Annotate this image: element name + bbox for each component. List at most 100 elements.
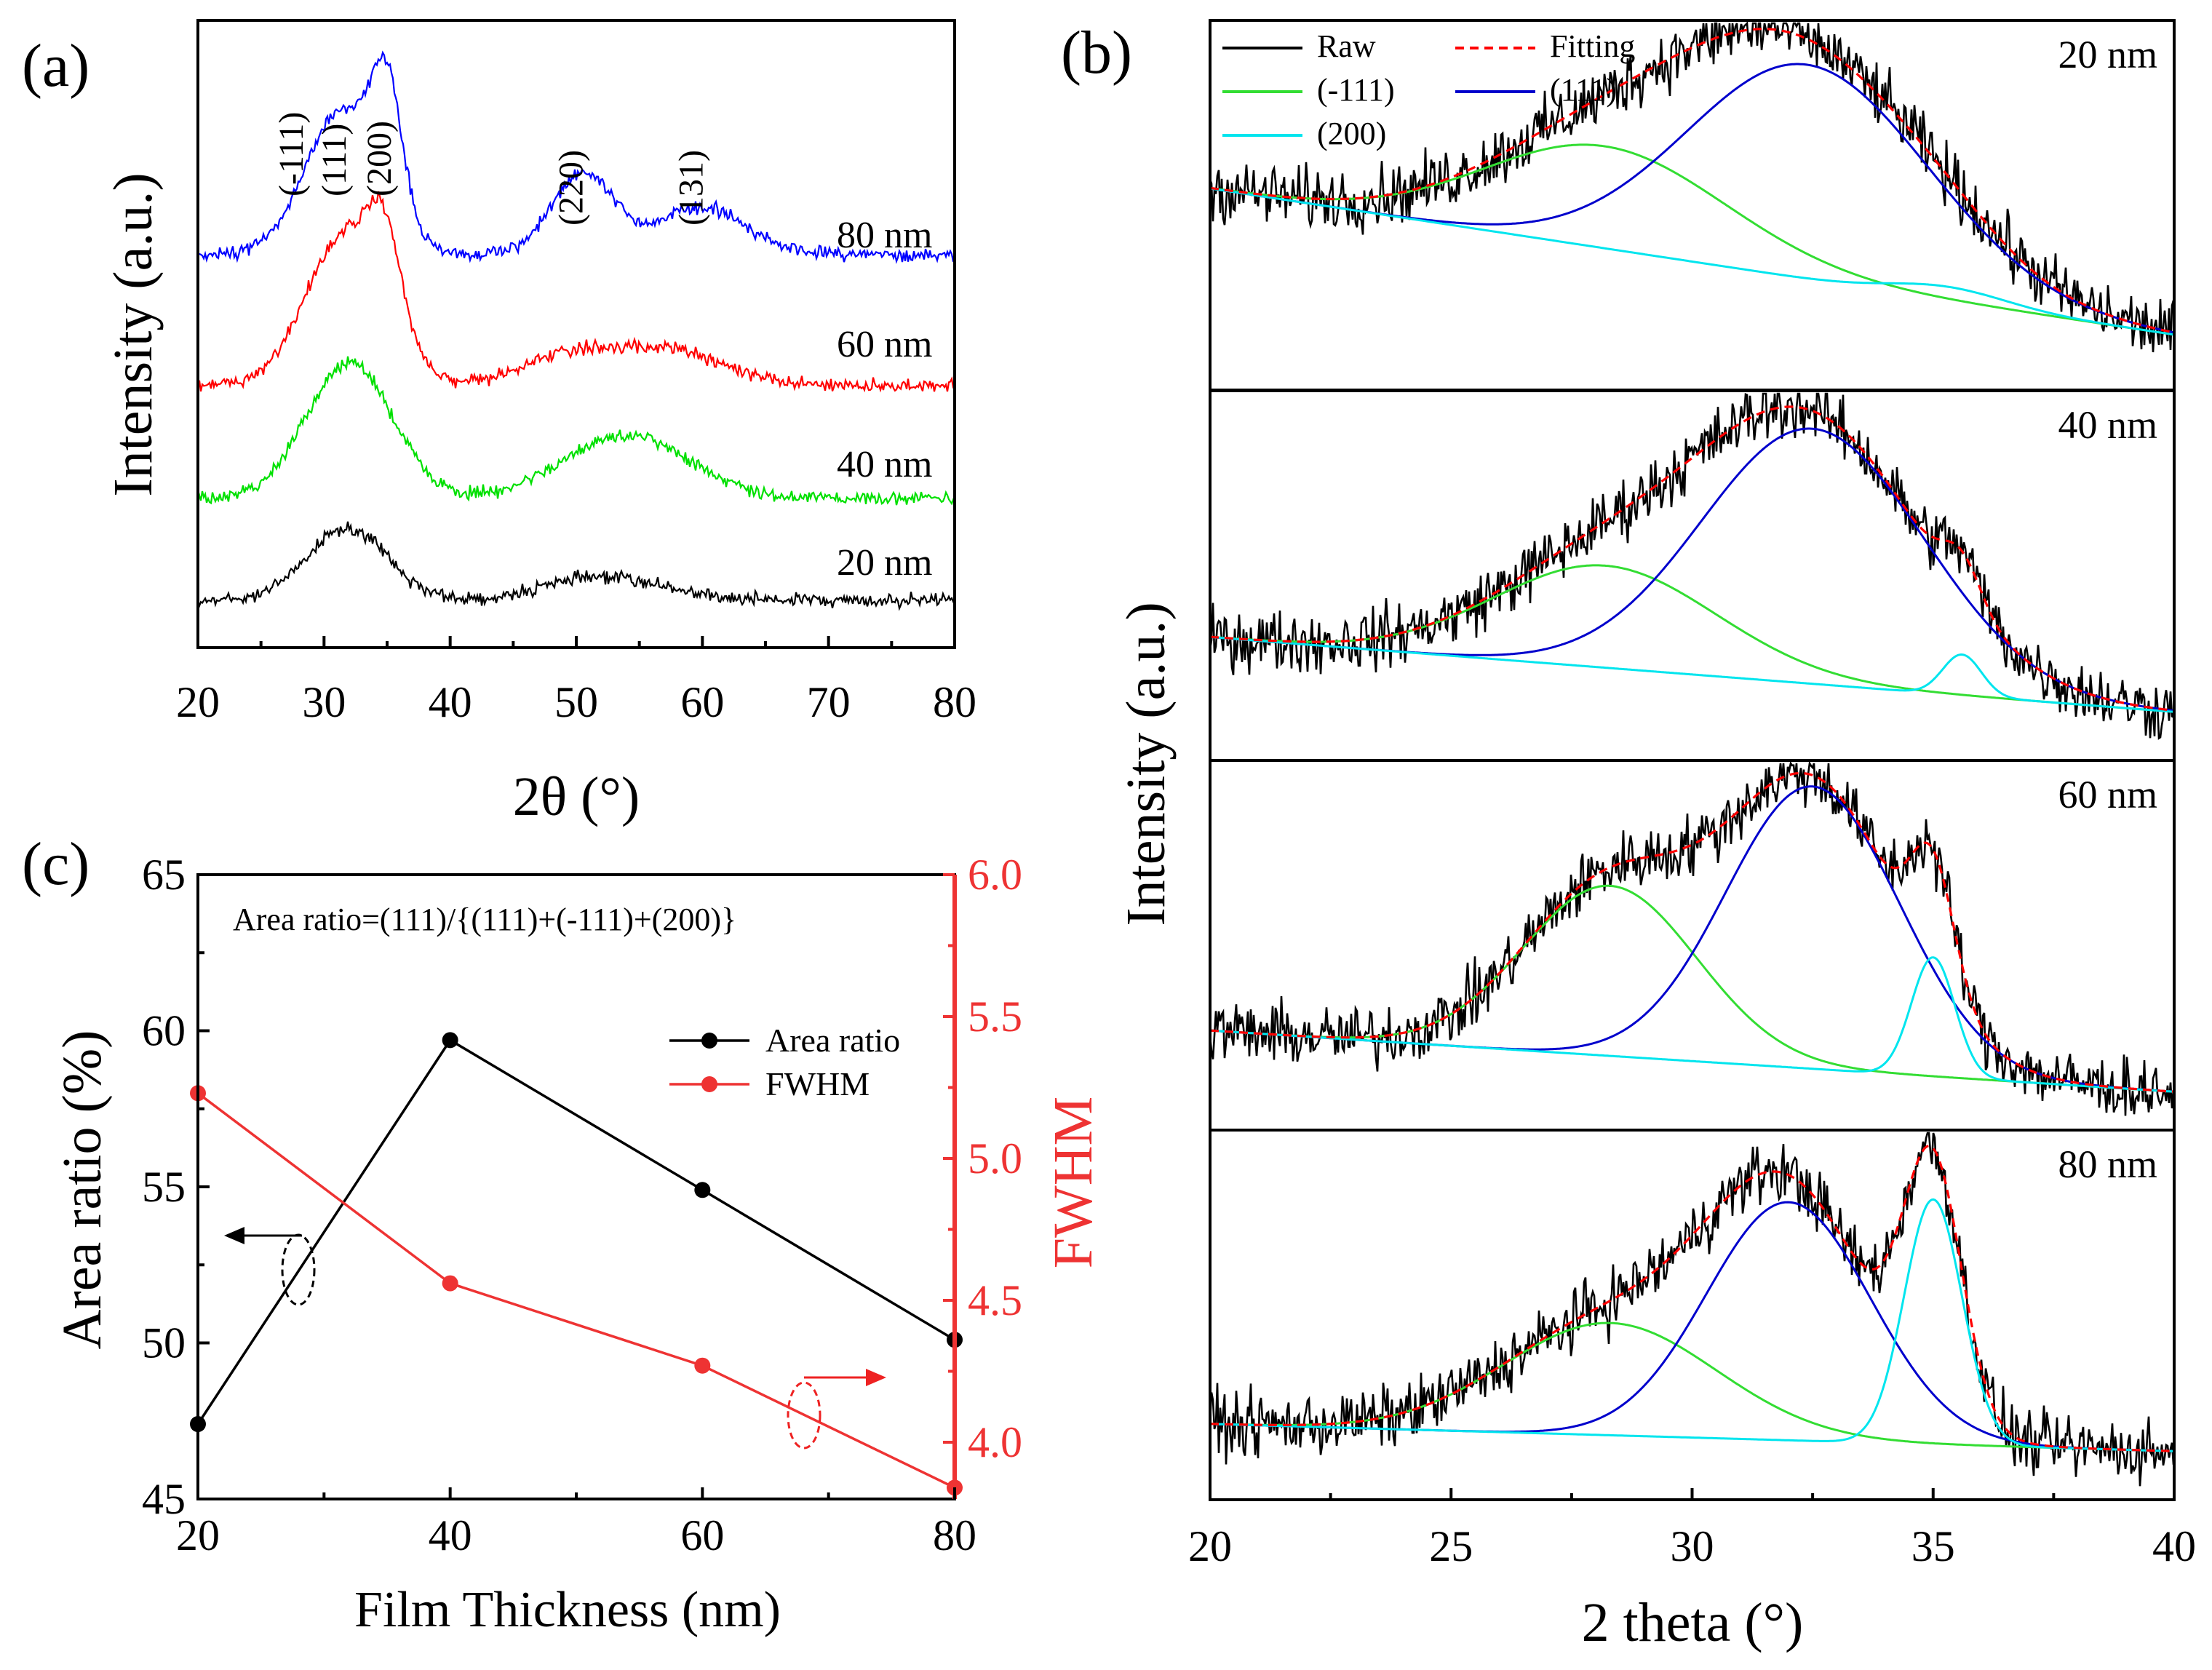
x-tick-label: 20: [1188, 1522, 1232, 1570]
legend-marker: [701, 1033, 717, 1049]
trace-60-nm: [196, 191, 955, 393]
panel-a-traces: [196, 50, 956, 611]
legend-label: (200): [1317, 116, 1386, 151]
peak-label: (200): [360, 121, 399, 196]
peak-200-curve: [1209, 956, 2174, 1093]
panel-b: (b) 20 nm 40 nm 60 nm 80 nm Raw Fitting (-111…: [1061, 19, 2196, 1653]
x-tick-label: 80: [933, 1511, 976, 1559]
right-axis-indicator-arrowhead: [866, 1369, 886, 1386]
x-tick-label: 60: [680, 1511, 724, 1559]
raw-curve: [1209, 1132, 2175, 1487]
left-axis-indicator-arrowhead: [224, 1227, 244, 1244]
trace-40-nm: [196, 356, 955, 506]
panel-c: (c) Area ratio=(111)/{(111)+(-111)+(200)…: [22, 830, 1104, 1638]
subplot-80-nm: 80 nm: [1209, 1129, 2176, 1501]
y-left-tick-label: 50: [142, 1319, 186, 1367]
data-point-Area-ratio: [694, 1182, 711, 1198]
legend-label: (111): [1550, 72, 1617, 108]
legend-label: (-111): [1317, 72, 1395, 108]
y-left-tick-label: 65: [142, 851, 186, 899]
panel-c-formula: Area ratio=(111)/{(111)+(-111)+(200)}: [233, 902, 736, 937]
subplot-thickness-label: 20 nm: [2058, 33, 2157, 76]
panel-c-series: [190, 1032, 963, 1496]
peak-label: (111): [315, 124, 354, 196]
legend-label: Fitting: [1550, 28, 1635, 64]
trace-20-nm: [196, 521, 955, 611]
data-point-FWHM: [694, 1357, 711, 1374]
x-tick-label: 25: [1429, 1522, 1473, 1570]
y-right-tick-label: 4.5: [968, 1276, 1022, 1324]
panel-b-y-axis-title: Intensity (a.u.): [1115, 602, 1177, 926]
x-tick-label: 40: [429, 678, 472, 726]
subplot-thickness-label: 60 nm: [2058, 773, 2157, 816]
series-label-20-nm: 20 nm: [837, 542, 932, 584]
x-tick-label: 30: [1671, 1522, 1714, 1570]
panel-c-x-axis-title: Film Thickness (nm): [354, 1582, 781, 1638]
series-line-Area-ratio: [196, 1038, 955, 1425]
series-label-80-nm: 80 nm: [837, 215, 932, 256]
y-right-tick-label: 6.0: [968, 851, 1022, 899]
panel-b-x-ticks: 20 25 30 35 40: [1188, 1488, 2196, 1570]
panel-c-frame: [196, 873, 956, 1500]
peak-200-curve: [1210, 1198, 2173, 1452]
legend-label: Raw: [1317, 28, 1376, 64]
legend-label: FWHM: [765, 1065, 870, 1102]
peak-label: (131): [672, 150, 710, 226]
legend-marker: [701, 1076, 717, 1092]
x-tick-label: 40: [2152, 1522, 2196, 1570]
x-tick-label: 30: [302, 678, 346, 726]
raw-curve: [1209, 760, 2175, 1116]
panel-a: (a) (-111) (111) (200) (220) (131) 20 nm 40 n…: [22, 19, 976, 827]
y-right-tick-label: 4.0: [968, 1418, 1022, 1466]
series-line-FWHM: [196, 1092, 955, 1489]
trace-80-nm: [197, 50, 956, 264]
x-tick-label: 20: [176, 1511, 220, 1559]
panel-c-y-axis-title-left: Area ratio (%): [52, 1030, 113, 1350]
panel-c-right-axis: [952, 875, 957, 1499]
panel-a-label: (a): [22, 32, 89, 100]
peak-label: (-111): [272, 112, 311, 196]
subplot-40-nm: 40 nm: [1209, 389, 2176, 762]
x-tick-label: 20: [176, 678, 220, 726]
panel-a-peak-labels: (-111) (111) (200) (220) (131): [272, 112, 710, 226]
panel-a-x-ticks: 20 30 40 50 60 70 80: [176, 636, 976, 726]
panel-b-legend: Raw Fitting (-111) (111) (200): [1222, 28, 1635, 151]
panel-a-y-axis-title: Intensity (a.u.): [103, 172, 164, 496]
right-axis-indicator-ellipse: [787, 1381, 821, 1450]
legend-label: Area ratio: [765, 1022, 900, 1059]
x-tick-label: 40: [429, 1511, 472, 1559]
subplot-60-nm: 60 nm: [1209, 759, 2176, 1132]
panel-b-x-axis-title: 2 theta (°): [1582, 1592, 1804, 1653]
y-left-tick-label: 60: [142, 1007, 186, 1055]
y-right-tick-label: 5.5: [968, 993, 1022, 1041]
raw-curve: [1209, 20, 2175, 353]
panel-a-x-axis-title: 2θ (°): [513, 766, 640, 827]
fitting-curve: [1210, 1145, 2173, 1452]
series-label-60-nm: 60 nm: [837, 324, 932, 365]
subplot-thickness-label: 80 nm: [2058, 1142, 2157, 1186]
y-right-tick-label: 5.0: [968, 1134, 1022, 1182]
x-tick-label: 70: [807, 678, 851, 726]
data-point-FWHM: [442, 1275, 458, 1292]
y-left-tick-label: 55: [142, 1163, 186, 1211]
peak-200-curve: [1209, 635, 2174, 713]
raw-curve: [1209, 392, 2174, 740]
y-left-tick-label: 45: [142, 1475, 186, 1523]
panel-c-ticks: 20 40 60 80 45 50 55 60 65 4.0 4.5 5.0 5.5 6.0: [142, 851, 1022, 1559]
panel-c-label: (c): [22, 830, 89, 898]
peak-label: (220): [552, 150, 591, 226]
panel-b-label: (b): [1061, 19, 1132, 87]
panel-a-series-labels: 20 nm 40 nm 60 nm 80 nm: [837, 215, 932, 584]
fitting-curve: [1209, 771, 2174, 1093]
panel-b-subplots: 20 nm 40 nm 60 nm 80 nm: [1209, 19, 2176, 1501]
panel-c-y-axis-title-right: FWHM: [1043, 1097, 1104, 1268]
x-tick-label: 80: [933, 678, 976, 726]
subplot-thickness-label: 40 nm: [2058, 403, 2157, 447]
data-point-Area-ratio: [442, 1032, 458, 1049]
peak-minus111-curve: [1209, 143, 2174, 336]
panel-c-legend: Area ratio FWHM: [669, 1022, 900, 1102]
peak-200-curve: [1209, 187, 2174, 336]
panel-c-axis-indicators: [224, 1227, 886, 1450]
fitting-curve: [1209, 405, 2174, 712]
